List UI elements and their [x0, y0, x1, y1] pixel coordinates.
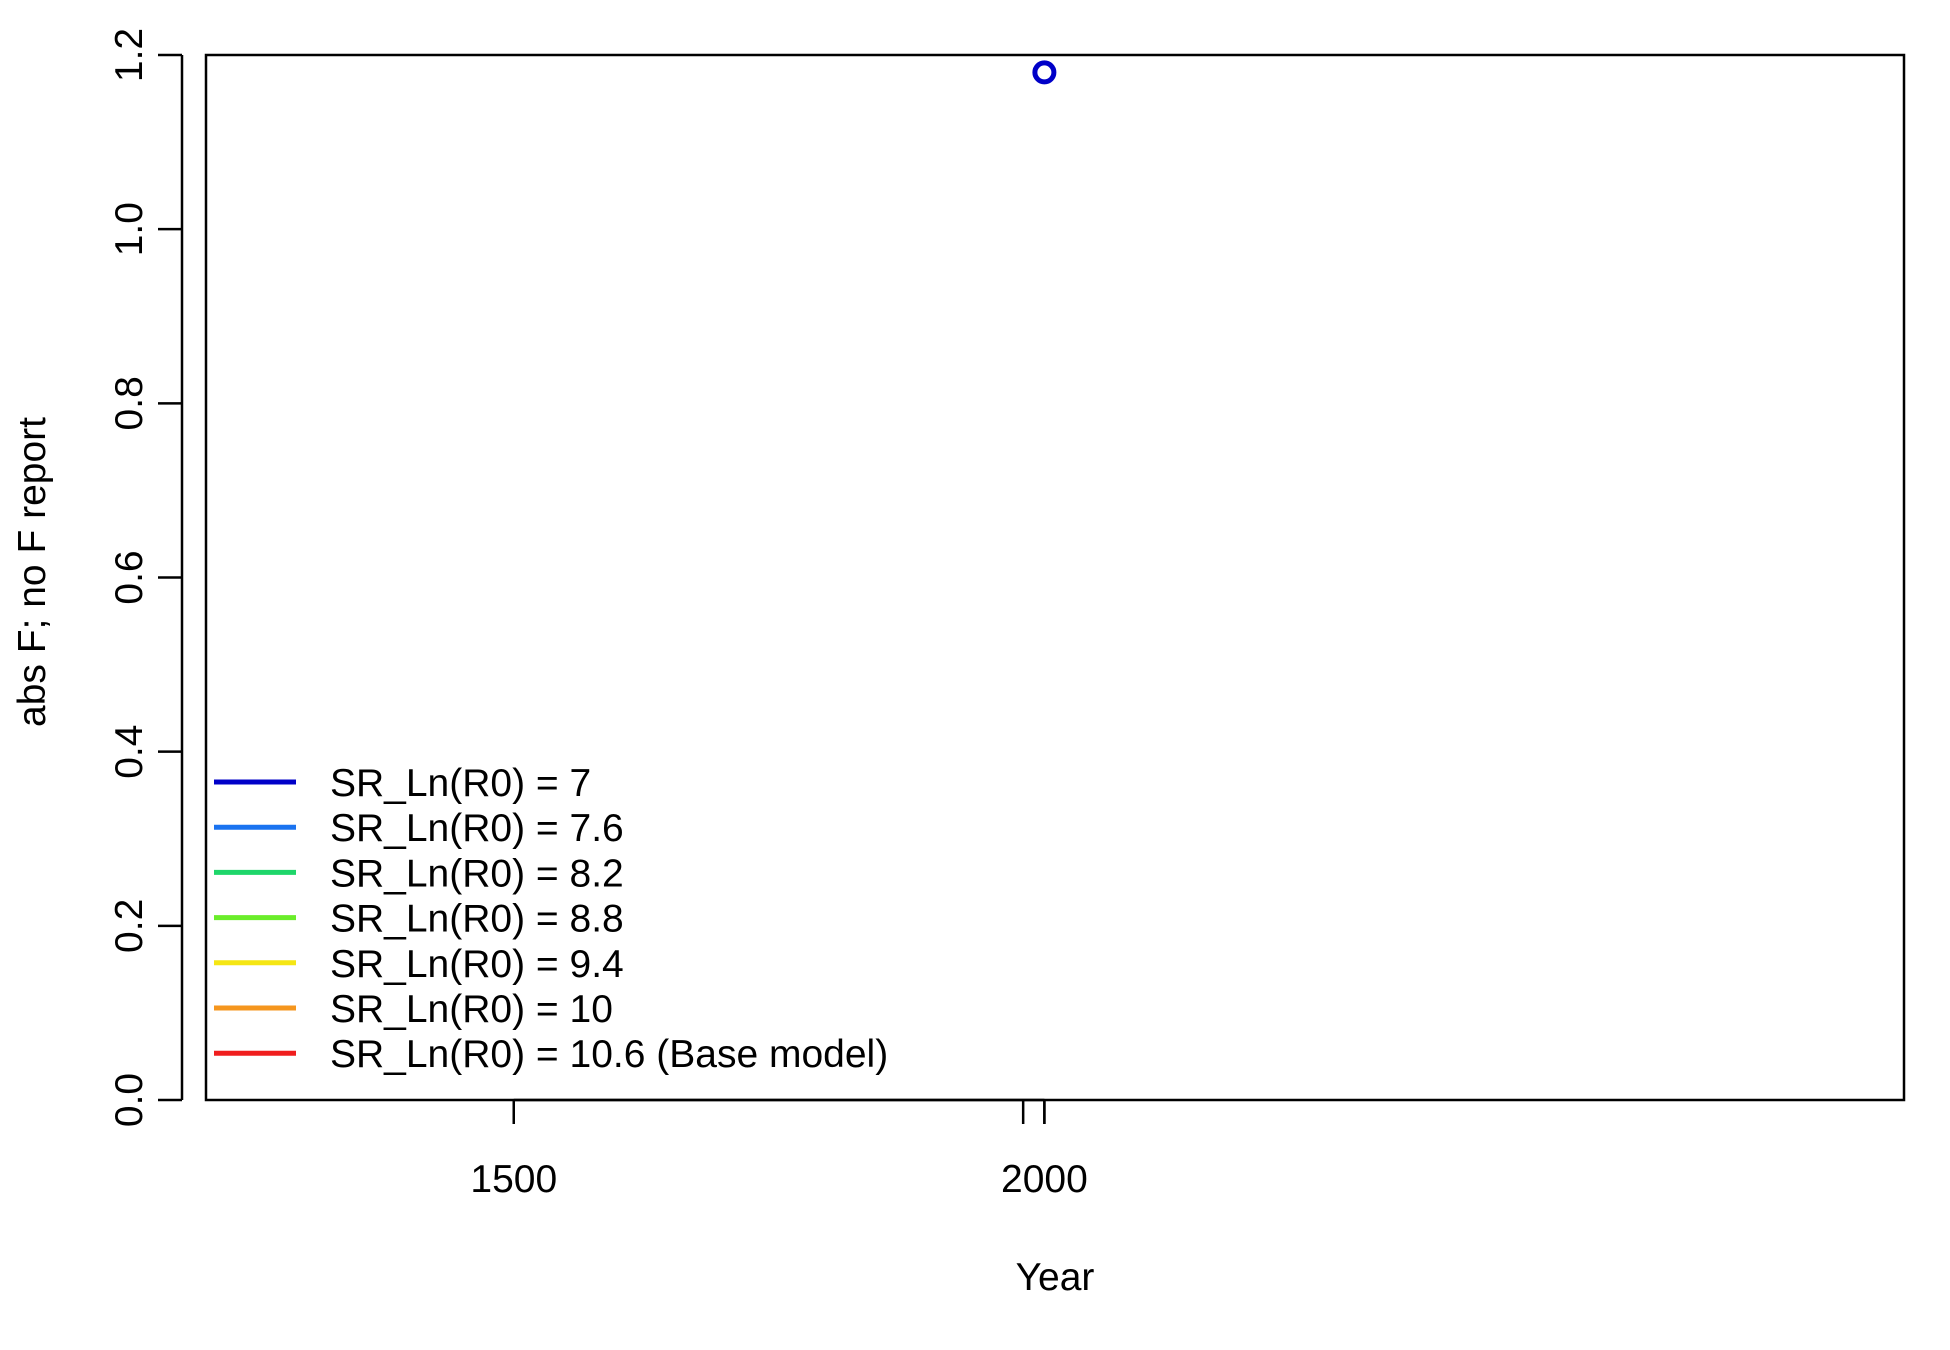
legend: SR_Ln(R0) = 7SR_Ln(R0) = 7.6SR_Ln(R0) = … [214, 762, 888, 1076]
x-axis-title: Year [1016, 1256, 1095, 1299]
legend-label: SR_Ln(R0) = 9.4 [330, 943, 624, 986]
y-tick-label: 0.4 [108, 725, 151, 779]
data-marks [1032, 60, 1057, 85]
legend-label: SR_Ln(R0) = 10.6 (Base model) [330, 1033, 888, 1076]
legend-label: SR_Ln(R0) = 7 [330, 762, 591, 805]
y-tick-label: 1.2 [108, 28, 151, 82]
y-tick-label: 1.0 [108, 202, 151, 256]
data-point [1032, 60, 1057, 85]
x-tick-label: 1500 [470, 1158, 557, 1201]
y-tick-label: 0.8 [108, 376, 151, 430]
x-axis: 1500 2000 [470, 1098, 1088, 1201]
y-axis: 0.0 0.2 0.4 0.6 0.8 1.0 1.2 [108, 28, 184, 1127]
y-tick-label: 0.0 [108, 1073, 151, 1127]
y-tick-label: 0.2 [108, 899, 151, 953]
legend-label: SR_Ln(R0) = 8.8 [330, 898, 624, 941]
legend-label: SR_Ln(R0) = 10 [330, 988, 613, 1031]
y-tick-label: 0.6 [108, 550, 151, 604]
plot-frame [204, 53, 1906, 1102]
y-axis-title: abs F; no F report [11, 417, 54, 727]
x-tick-label: 2000 [1001, 1158, 1088, 1201]
legend-label: SR_Ln(R0) = 7.6 [330, 807, 624, 850]
legend-label: SR_Ln(R0) = 8.2 [330, 852, 624, 895]
